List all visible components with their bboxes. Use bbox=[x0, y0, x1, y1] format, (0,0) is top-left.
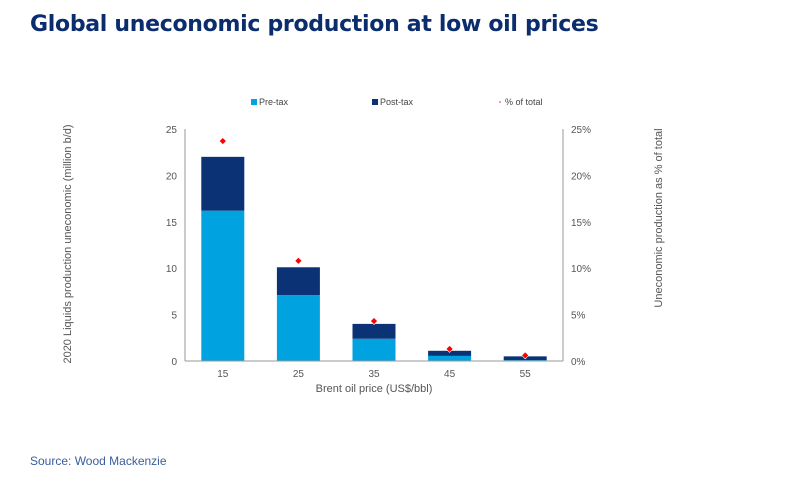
bar-post-tax bbox=[428, 350, 472, 356]
legend-swatch-pre-tax bbox=[251, 99, 257, 105]
y-ticks-right: 0% 5% 10% 15% 20% 25% bbox=[571, 125, 591, 368]
x-tick-label: 35 bbox=[368, 369, 380, 380]
y-tick-label: 15 bbox=[166, 218, 178, 229]
legend-label-pct: % of total bbox=[505, 97, 543, 107]
y-tick-label: 5 bbox=[171, 311, 177, 322]
y-axis-label-left: 2020 Liquids production uneconomic (mill… bbox=[62, 124, 74, 363]
x-tick-label: 45 bbox=[444, 369, 456, 380]
bars bbox=[201, 156, 547, 361]
bar-pre-tax bbox=[352, 338, 396, 361]
x-ticks: 15 25 35 45 55 bbox=[217, 369, 531, 380]
pct-marker bbox=[370, 317, 378, 326]
y-tick-label: 20 bbox=[166, 171, 178, 182]
legend-swatch-post-tax bbox=[372, 99, 378, 105]
bar-post-tax bbox=[276, 267, 320, 296]
y-tick-label: 0 bbox=[171, 357, 177, 368]
y2-tick-label: 5% bbox=[571, 311, 586, 322]
y-axis-label-right: Uneconomic production as % of total bbox=[653, 128, 665, 307]
y2-tick-label: 20% bbox=[571, 171, 591, 182]
bar-pre-tax bbox=[201, 210, 245, 361]
y-ticks-left: 0 5 10 15 20 25 bbox=[166, 125, 178, 368]
legend-label-post-tax: Post-tax bbox=[380, 97, 414, 107]
y-tick-label: 10 bbox=[166, 264, 178, 275]
y2-tick-label: 0% bbox=[571, 357, 586, 368]
pct-marker bbox=[521, 351, 530, 360]
y2-tick-label: 15% bbox=[571, 218, 591, 229]
y2-tick-label: 25% bbox=[571, 125, 591, 136]
bar-post-tax bbox=[352, 323, 396, 339]
bar-post-tax bbox=[201, 156, 245, 211]
source-note: Source: Wood Mackenzie bbox=[30, 454, 167, 468]
y-tick-label: 25 bbox=[166, 125, 178, 136]
x-axis-label: Brent oil price (US$/bbl) bbox=[316, 383, 433, 395]
pct-marker bbox=[218, 137, 227, 145]
pct-marker bbox=[445, 345, 454, 353]
pct-marker bbox=[294, 256, 303, 265]
x-tick-label: 15 bbox=[217, 369, 229, 380]
legend-swatch-pct bbox=[499, 101, 501, 103]
x-tick-label: 25 bbox=[293, 369, 305, 380]
y2-tick-label: 10% bbox=[571, 264, 591, 275]
legend-label-pre-tax: Pre-tax bbox=[259, 97, 289, 107]
chart-title: Global uneconomic production at low oil … bbox=[30, 12, 599, 37]
bar-pre-tax bbox=[276, 295, 320, 361]
bar-pre-tax bbox=[428, 355, 472, 361]
pct-markers bbox=[218, 137, 530, 360]
legend: Pre-tax Post-tax % of total bbox=[251, 97, 543, 107]
x-tick-label: 55 bbox=[520, 369, 532, 380]
